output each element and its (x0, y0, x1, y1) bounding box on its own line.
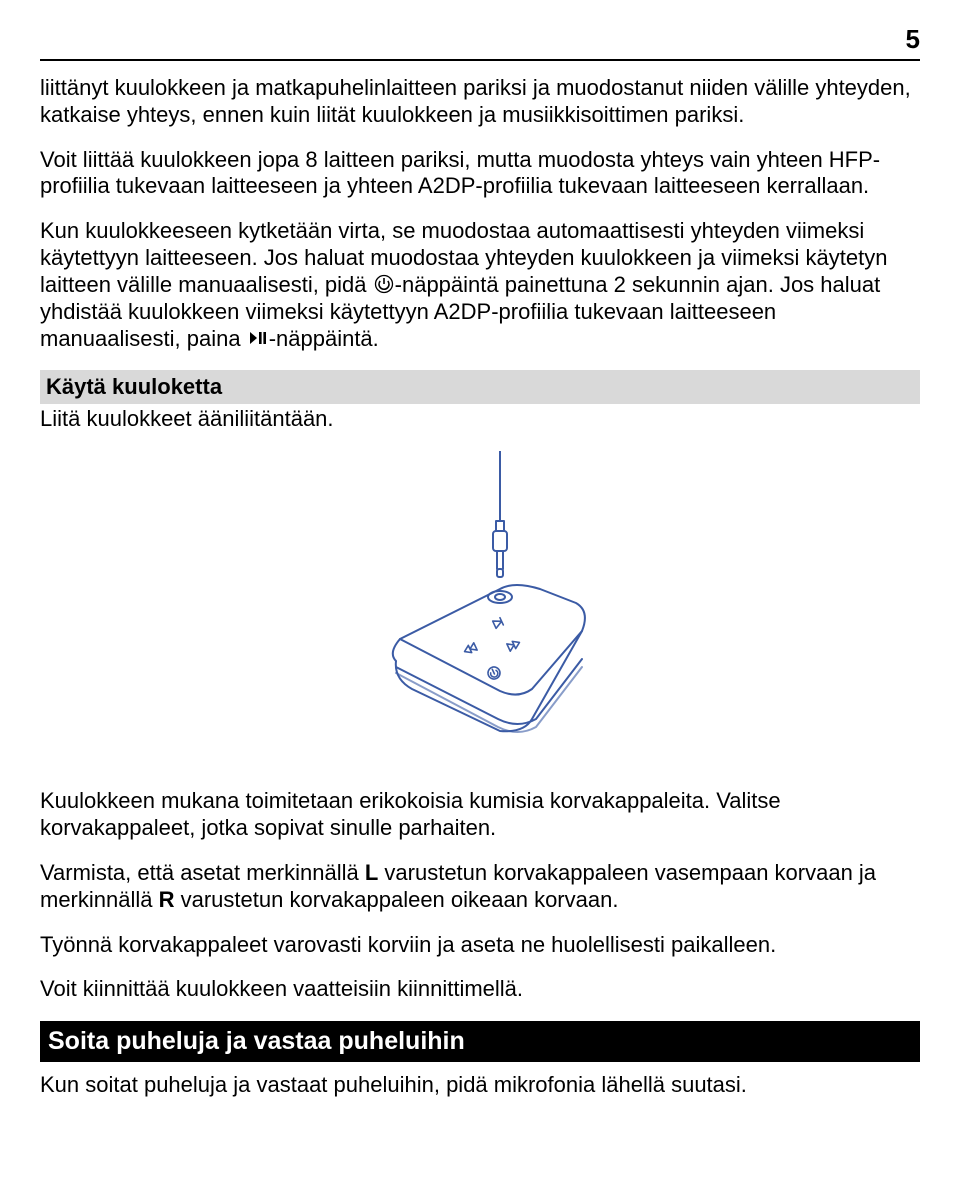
device-figure (40, 451, 920, 766)
top-rule (40, 59, 920, 61)
paragraph-4: Liitä kuulokkeet ääniliitäntään. (40, 406, 920, 433)
sub-heading-use: Käytä kuuloketta (40, 370, 920, 404)
paragraph-6: Varmista, että asetat merkinnällä L varu… (40, 860, 920, 914)
label-L: L (365, 860, 378, 885)
playpause-icon (248, 328, 268, 348)
paragraph-8: Voit kiinnittää kuulokkeen vaatteisiin k… (40, 976, 920, 1003)
section-heading-calls: Soita puheluja ja vastaa puheluihin (40, 1021, 920, 1062)
page-number: 5 (40, 24, 920, 55)
paragraph-9: Kun soitat puheluja ja vastaat puheluihi… (40, 1072, 920, 1099)
paragraph-5: Kuulokkeen mukana toimitetaan erikokoisi… (40, 788, 920, 842)
paragraph-7: Työnnä korvakappaleet varovasti korviin … (40, 932, 920, 959)
p6-a: Varmista, että asetat merkinnällä (40, 860, 365, 885)
p3-c: -näppäintä. (269, 326, 379, 351)
label-R: R (159, 887, 175, 912)
paragraph-1: liittänyt kuulokkeen ja matkapuhelinlait… (40, 75, 920, 129)
p6-c: varustetun korvakappaleen oikeaan korvaa… (175, 887, 619, 912)
paragraph-3: Kun kuulokkeeseen kytketään virta, se mu… (40, 218, 920, 352)
paragraph-2: Voit liittää kuulokkeen jopa 8 laitteen … (40, 147, 920, 201)
power-icon (374, 274, 394, 294)
